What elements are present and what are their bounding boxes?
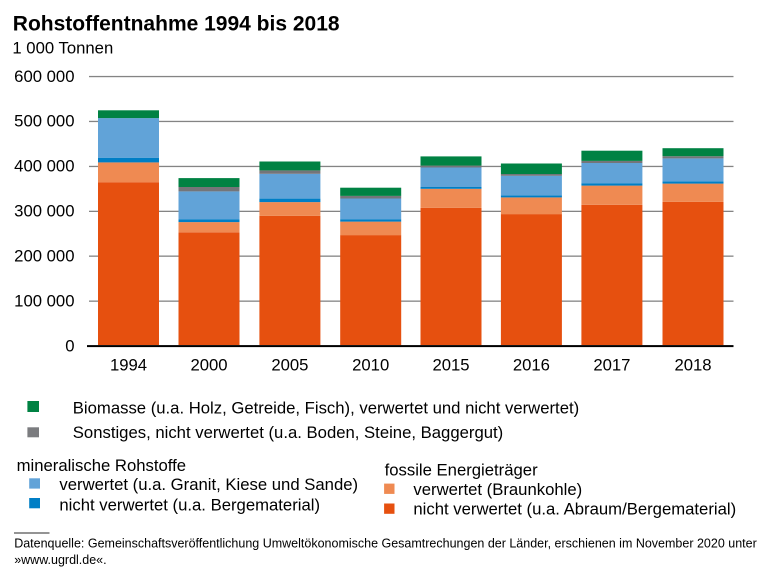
svg-text:2010: 2010: [352, 356, 389, 375]
svg-text:2018: 2018: [674, 356, 711, 375]
svg-text:2005: 2005: [271, 356, 308, 375]
svg-text:fossile Energieträger: fossile Energieträger: [385, 460, 538, 479]
svg-text:2000: 2000: [190, 356, 227, 375]
svg-text:verwertet (u.a. Granit, Kiese: verwertet (u.a. Granit, Kiese und Sande): [59, 475, 358, 494]
svg-text:500 000: 500 000: [14, 112, 74, 131]
svg-text:verwertet (Braunkohle): verwertet (Braunkohle): [413, 480, 582, 499]
svg-text:1 000 Tonnen: 1 000 Tonnen: [12, 39, 113, 58]
svg-text:100 000: 100 000: [14, 291, 74, 310]
svg-text:mineralische Rohstoffe: mineralische Rohstoffe: [17, 456, 186, 475]
svg-text:nicht verwertet (u.a. Bergemat: nicht verwertet (u.a. Bergematerial): [59, 495, 320, 514]
svg-text:Biomasse (u.a. Holz, Getreide,: Biomasse (u.a. Holz, Getreide, Fisch), v…: [73, 398, 579, 417]
svg-text:1994: 1994: [110, 356, 147, 375]
svg-text:200 000: 200 000: [14, 246, 74, 265]
svg-text:nicht verwertet (u.a. Abraum/B: nicht verwertet (u.a. Abraum/Bergemateri…: [413, 500, 736, 519]
svg-text:Sonstiges, nicht verwertet (u.: Sonstiges, nicht verwertet (u.a. Boden, …: [73, 423, 503, 442]
svg-text:Datenquelle: Gemeinschaftsverö: Datenquelle: Gemeinschaftsveröffentlichu…: [14, 537, 757, 551]
svg-text:2015: 2015: [432, 356, 469, 375]
svg-text:400 000: 400 000: [14, 157, 74, 176]
svg-text:Rohstoffentnahme 1994 bis 2018: Rohstoffentnahme 1994 bis 2018: [13, 13, 340, 36]
svg-text:2017: 2017: [593, 356, 630, 375]
svg-text:2016: 2016: [513, 356, 550, 375]
svg-text:0: 0: [65, 336, 74, 355]
svg-text:300 000: 300 000: [14, 202, 74, 221]
svg-text:600 000: 600 000: [14, 67, 74, 86]
svg-text:»www.ugrdl.de«.: »www.ugrdl.de«.: [14, 553, 106, 567]
